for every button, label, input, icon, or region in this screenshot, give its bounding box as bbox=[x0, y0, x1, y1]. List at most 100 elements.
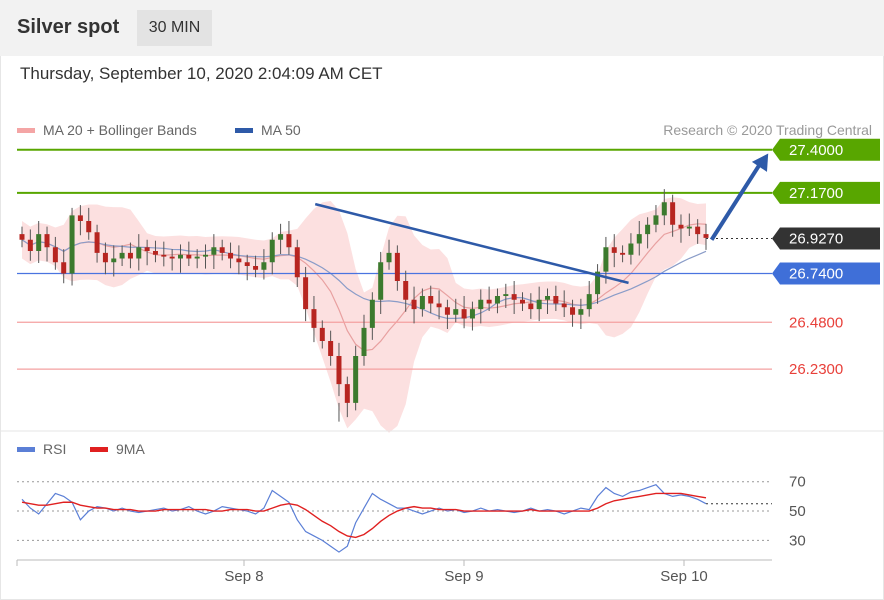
candle-body bbox=[528, 303, 534, 310]
candle-body bbox=[319, 327, 325, 341]
candle-body bbox=[611, 247, 617, 253]
candle bbox=[111, 245, 117, 277]
candle-body bbox=[303, 277, 309, 310]
candle-body bbox=[361, 327, 367, 356]
level-tag-27.4000 bbox=[772, 138, 880, 161]
candle-body bbox=[69, 215, 75, 274]
candle-body bbox=[386, 252, 392, 263]
candle-body bbox=[519, 299, 525, 304]
candle bbox=[670, 194, 676, 237]
candle-body bbox=[686, 226, 692, 229]
candle-body bbox=[428, 296, 434, 304]
candle bbox=[461, 296, 467, 329]
candle bbox=[228, 242, 234, 269]
candle-body bbox=[44, 234, 50, 248]
candle bbox=[303, 266, 309, 322]
candle bbox=[603, 236, 609, 284]
candle-body bbox=[152, 251, 158, 255]
candle-body bbox=[603, 247, 609, 272]
candle bbox=[561, 290, 567, 317]
candle bbox=[319, 320, 325, 349]
candle-body bbox=[328, 341, 334, 356]
candle bbox=[194, 249, 200, 269]
candle bbox=[161, 241, 167, 267]
rsi-tick-70: 70 bbox=[789, 474, 806, 491]
candle-body bbox=[670, 202, 676, 225]
candle-body bbox=[678, 224, 684, 229]
rsi-tick-50: 50 bbox=[789, 503, 806, 520]
level-label-26.4800: 26.4800 bbox=[789, 314, 843, 331]
legend-bollinger-label: MA 20 + Bollinger Bands bbox=[43, 122, 197, 138]
candle-body bbox=[394, 252, 400, 281]
candle bbox=[369, 292, 375, 340]
candle bbox=[144, 239, 150, 266]
candle bbox=[494, 288, 500, 314]
candle bbox=[528, 293, 534, 319]
level-label-27.4000: 27.4000 bbox=[789, 142, 843, 159]
candle bbox=[61, 249, 67, 284]
rsi-tick-30: 30 bbox=[789, 532, 806, 549]
candle bbox=[269, 232, 275, 275]
candle-body bbox=[102, 252, 108, 263]
candle bbox=[661, 189, 667, 226]
level-label-27.1700: 27.1700 bbox=[789, 185, 843, 202]
candle-body bbox=[595, 271, 601, 295]
candle bbox=[419, 288, 425, 317]
candle bbox=[127, 242, 133, 269]
candle bbox=[386, 239, 392, 270]
candle bbox=[503, 283, 509, 308]
candle bbox=[336, 342, 342, 397]
candle-body bbox=[278, 234, 284, 240]
candle-body bbox=[186, 254, 192, 259]
candle bbox=[436, 290, 442, 320]
candle bbox=[177, 244, 183, 273]
candle-body bbox=[586, 294, 592, 310]
candle bbox=[586, 281, 592, 317]
candle bbox=[645, 217, 651, 249]
candle-body bbox=[169, 256, 175, 259]
candle bbox=[636, 221, 642, 256]
candle-body bbox=[553, 296, 559, 304]
candle-body bbox=[194, 256, 200, 259]
candle-body bbox=[653, 215, 659, 225]
candle-body bbox=[253, 266, 259, 270]
candle bbox=[261, 249, 267, 280]
candle-body bbox=[620, 252, 626, 255]
x-tick-label: Sep 9 bbox=[444, 568, 483, 585]
candle-body bbox=[236, 258, 242, 263]
candle-body bbox=[203, 254, 209, 257]
candle bbox=[311, 296, 317, 343]
candle bbox=[611, 234, 617, 268]
candle-body bbox=[469, 309, 475, 319]
candle-body bbox=[695, 226, 701, 235]
candle-body bbox=[311, 309, 317, 328]
candle bbox=[94, 224, 100, 263]
current-price-tag bbox=[772, 227, 880, 250]
candle bbox=[69, 207, 75, 286]
candle bbox=[620, 245, 626, 263]
legend-ma50-label: MA 50 bbox=[261, 122, 301, 138]
candle bbox=[511, 281, 517, 314]
candle bbox=[19, 226, 25, 248]
candle-body bbox=[645, 224, 651, 235]
legend-9ma-label: 9MA bbox=[116, 441, 145, 457]
candle-body bbox=[628, 243, 634, 255]
timeframe-badge[interactable]: 30 MIN bbox=[137, 10, 212, 46]
candle-body bbox=[261, 262, 267, 270]
rsi-swatch bbox=[17, 446, 35, 452]
candle-body bbox=[478, 299, 484, 310]
candle-body bbox=[536, 299, 542, 310]
candle bbox=[136, 234, 142, 271]
candle-body bbox=[444, 307, 450, 315]
candle bbox=[328, 330, 334, 366]
candle bbox=[36, 221, 42, 263]
candle bbox=[453, 298, 459, 323]
legend-bollinger: MA 20 + Bollinger Bands bbox=[17, 122, 197, 138]
ma50-line bbox=[21, 239, 707, 319]
candle-body bbox=[570, 307, 576, 315]
candle bbox=[244, 254, 250, 281]
candle bbox=[394, 245, 400, 291]
candle-body bbox=[219, 247, 225, 253]
candle bbox=[27, 229, 33, 261]
candle bbox=[545, 288, 551, 314]
